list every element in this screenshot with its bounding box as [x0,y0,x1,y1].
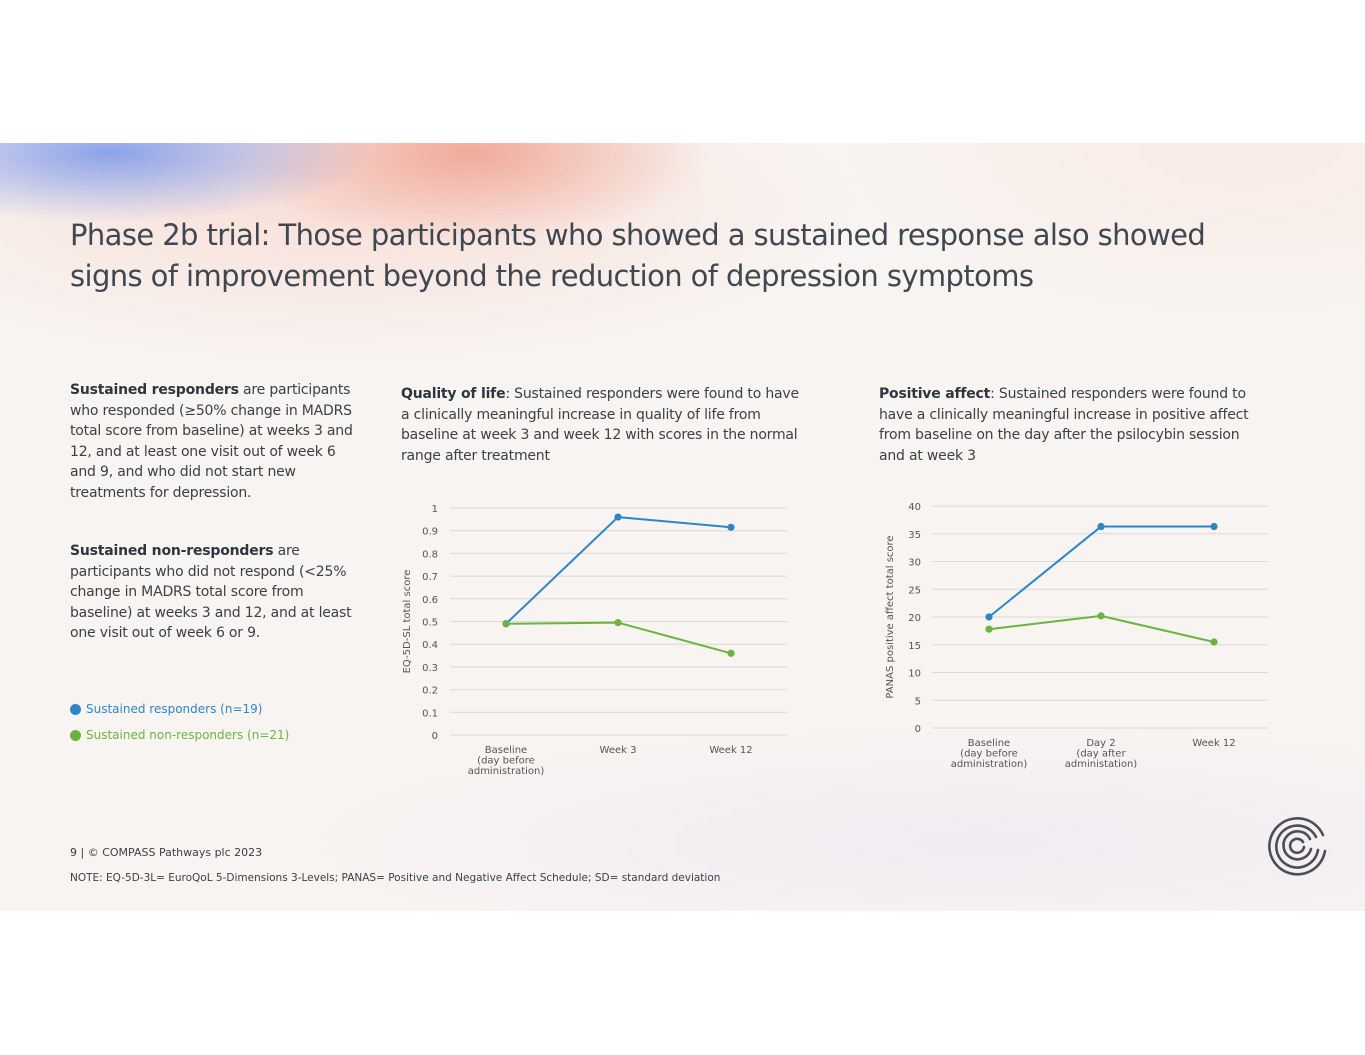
slide-title: Phase 2b trial: Those participants who s… [70,218,1206,293]
x-tick-label-line: Week 12 [1192,738,1235,749]
series-line [505,516,732,625]
data-point [1097,612,1105,620]
footer-copyright: 9 | © COMPASS Pathways plc 2023 [70,846,263,859]
y-tick-label: 15 [908,641,921,652]
y-tick-label: 40 [908,502,921,513]
y-tick-label: 20 [908,613,921,624]
description-term: Positive affect [879,386,991,402]
data-point [614,513,622,521]
data-point [1210,638,1218,646]
legend-label: Sustained non-responders (n=21) [86,728,290,742]
x-tick-label-line: Baseline [968,738,1010,749]
y-tick-label: 0.7 [422,572,438,583]
description-term: Quality of life [401,386,506,402]
legend-item-responders: Sustained responders (n=19) [70,696,289,722]
definition-term: Sustained non-responders [70,543,274,559]
y-tick-label: 0.8 [422,549,438,560]
y-tick-label: 0.6 [422,595,438,606]
definition-non-responders: Sustained non-responders are participant… [70,541,360,644]
legend-label: Sustained responders (n=19) [86,702,263,716]
y-tick-label: 0.5 [422,618,438,629]
legend-item-non-responders: Sustained non-responders (n=21) [70,722,289,748]
definition-responders: Sustained responders are participants wh… [70,380,360,503]
y-tick-label: 0 [432,731,438,742]
x-tick-label-line: (day before [477,756,535,767]
x-tick-label: Baseline (day before administration) [468,745,545,777]
y-tick-label: 10 [908,669,921,680]
quality-of-life-chart: 0 0.1 0.2 0.3 0.4 0.5 0.6 0.7 0.8 0.9 1 EQ-5D-SL to… [402,502,1268,777]
footnote: NOTE: EQ-5D-3L= EuroQoL 5-Dimensions 3-L… [70,872,721,884]
quality-of-life-description: Quality of life: Sustained responders we… [401,384,811,466]
compass-logo-icon [1268,817,1327,876]
x-tick-label-line: Week 12 [709,745,752,756]
y-tick-label: 35 [908,530,921,541]
x-tick-label-line: Day 2 [1086,738,1115,749]
y-tick-label: 0 [915,724,921,735]
y-tick-label: 0.1 [422,708,438,719]
definition-text: are participants who did not respond (<2… [70,543,352,641]
x-tick-label: Week 3 [600,745,637,756]
data-point [1097,522,1105,531]
y-tick-label: 25 [908,585,921,596]
x-tick-label: Week 12 [1192,738,1235,749]
y-tick-label: 0.9 [422,527,438,538]
data-point [985,613,993,621]
description-text: : Sustained responders were found to hav… [401,386,799,464]
series-line [988,614,1215,643]
y-axis-label: PANAS positive affect total score [885,535,896,698]
slide: Phase 2b trial: Those participants who s… [0,143,1365,911]
x-tick-label-line: Week 3 [600,745,637,756]
y-tick-label: 30 [908,558,921,569]
y-tick-label: 0.2 [422,686,438,697]
x-tick-label: Week 12 [709,745,752,756]
data-point [502,620,510,628]
series-line [505,621,732,655]
x-tick-label-line: administation) [1065,759,1138,770]
description-text: : Sustained responders were found to hav… [879,386,1249,464]
y-tick-label: 0.4 [422,640,438,651]
legend: Sustained responders (n=19) Sustained no… [70,696,289,748]
x-tick-label-line: (day after [1076,749,1126,760]
y-tick-label: 0.3 [422,663,438,674]
qol-chart-group: 0 0.1 0.2 0.3 0.4 0.5 0.6 0.7 0.8 0.9 1 EQ-5D-SL to… [402,504,787,777]
x-tick-label: Day 2 (day after administation) [1065,738,1138,770]
series-line [988,525,1214,618]
definition-term: Sustained responders [70,382,239,398]
data-point [1210,522,1218,531]
legend-dot-icon [70,729,81,741]
panas-chart-group: 0 5 10 15 20 25 30 35 40 PANAS positive affect to… [885,502,1268,770]
x-tick-label-line: administration) [951,759,1028,770]
data-point [727,649,735,657]
x-tick-label-line: Baseline [485,745,527,756]
definition-text: are participants who responded (≥50% cha… [70,382,353,501]
positive-affect-description: Positive affect: Sustained responders we… [879,384,1259,466]
x-tick-label-line: (day before [960,749,1018,760]
y-tick-label: 5 [915,696,921,707]
data-point [985,625,993,633]
x-tick-label-line: administration) [468,766,545,777]
x-tick-label: Baseline (day before administration) [951,738,1028,770]
y-tick-label: 1 [432,504,438,515]
data-point [727,523,735,531]
y-axis-label: EQ-5D-SL total score [402,570,413,674]
legend-dot-icon [70,703,81,715]
data-point [614,619,622,627]
